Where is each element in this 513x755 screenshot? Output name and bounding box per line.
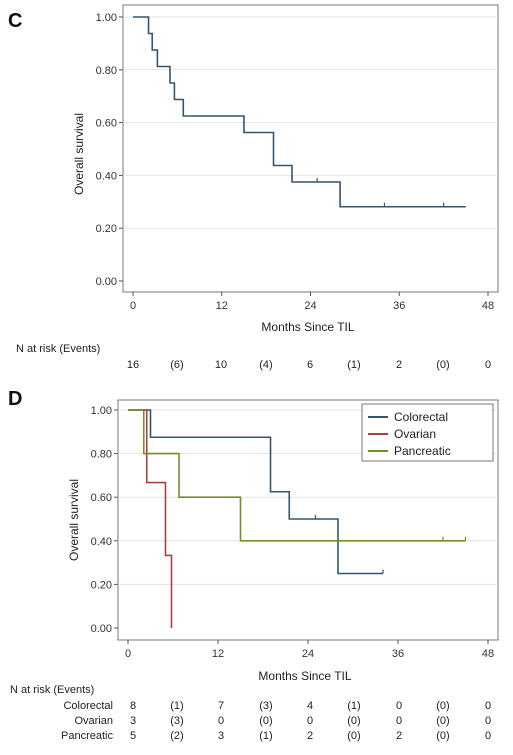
panel-letter: D xyxy=(8,388,22,410)
risk-value: (1) xyxy=(347,359,360,371)
x-tick-label: 36 xyxy=(392,648,404,660)
x-tick-label: 0 xyxy=(125,648,131,660)
risk-value: (0) xyxy=(259,715,272,727)
legend-label: Pancreatic xyxy=(394,444,451,458)
risk-row-label: Ovarian xyxy=(74,715,113,727)
x-tick-label: 48 xyxy=(482,648,494,660)
risk-value: 0 xyxy=(485,700,491,712)
panel-d: D0.000.200.400.600.801.000 12 24 36 48Months… xyxy=(8,388,499,742)
risk-value: (0) xyxy=(347,715,360,727)
risk-value: 0 xyxy=(396,715,402,727)
y-tick-label: 1.00 xyxy=(91,405,112,417)
risk-value: 3 xyxy=(218,730,224,742)
survival-curve-ovarian xyxy=(128,409,173,628)
risk-value: 0 xyxy=(218,715,224,727)
plot-area xyxy=(122,4,499,293)
legend-label: Ovarian xyxy=(394,427,436,441)
risk-value: 0 xyxy=(307,715,313,727)
y-tick-label: 0.00 xyxy=(91,623,112,635)
x-tick-label: 12 xyxy=(212,648,224,660)
y-tick-label: 0.20 xyxy=(96,223,117,235)
risk-value: (6) xyxy=(170,359,183,371)
x-tick-label: 24 xyxy=(304,300,316,312)
x-tick-label: 48 xyxy=(482,300,494,312)
risk-value: (0) xyxy=(436,359,449,371)
risk-row-label: Colorectal xyxy=(63,700,113,712)
y-tick-label: 0.40 xyxy=(91,536,112,548)
risk-value: 2 xyxy=(396,359,402,371)
risk-value: 5 xyxy=(130,730,136,742)
x-axis-label: Months Since TIL xyxy=(261,320,354,334)
x-tick-label: 36 xyxy=(393,300,405,312)
y-tick-label: 1.00 xyxy=(96,12,117,24)
risk-value: (3) xyxy=(259,700,272,712)
y-tick-label: 0.60 xyxy=(91,492,112,504)
risk-value: 6 xyxy=(307,359,313,371)
panel-letter: C xyxy=(8,10,22,32)
survival-curve-colorectal xyxy=(128,409,383,575)
legend: Colorectal Ovarian Pancreatic xyxy=(361,403,494,462)
risk-value: 8 xyxy=(130,700,136,712)
risk-value: (2) xyxy=(170,730,183,742)
risk-value: 7 xyxy=(218,700,224,712)
panel-c: C 0.00 0.20 0.40 0.60 0.80 1.00 0 12 24 36 48 Months… xyxy=(8,4,499,371)
legend-label: Colorectal xyxy=(394,410,448,424)
x-tick-label: 0 xyxy=(130,300,136,312)
y-tick-label: 0.40 xyxy=(96,170,117,182)
y-axis-label: Overall survival xyxy=(67,479,81,561)
risk-table-header: N at risk (Events) xyxy=(10,684,94,696)
risk-value: (4) xyxy=(259,359,272,371)
risk-value: (0) xyxy=(436,715,449,727)
risk-value: 16 xyxy=(127,359,139,371)
risk-row-label: Pancreatic xyxy=(61,730,113,742)
risk-value: (0) xyxy=(436,700,449,712)
risk-table: N at risk (Events) 16 (6) 10 (4) 6 (1) 2 (0) 0 xyxy=(16,343,491,371)
risk-value: (1) xyxy=(347,700,360,712)
risk-value: 3 xyxy=(130,715,136,727)
risk-value: 0 xyxy=(396,700,402,712)
risk-value: (1) xyxy=(170,700,183,712)
risk-value: (0) xyxy=(347,730,360,742)
risk-value: 0 xyxy=(485,715,491,727)
y-tick-label: 0.20 xyxy=(91,579,112,591)
survival-curve-pancreatic xyxy=(128,409,466,542)
risk-table: N at risk (Events) Colorectal 8 (1) 7 (3) 4 (1)… xyxy=(10,684,491,742)
x-tick-label: 12 xyxy=(216,300,228,312)
y-tick-label: 0.80 xyxy=(91,449,112,461)
x-axis-label: Months Since TIL xyxy=(258,669,351,683)
x-tick-label: 24 xyxy=(302,648,314,660)
risk-value: 0 xyxy=(485,730,491,742)
risk-value: (3) xyxy=(170,715,183,727)
risk-value: 4 xyxy=(307,700,313,712)
y-tick-label: 0.60 xyxy=(96,118,117,130)
risk-value: 0 xyxy=(485,359,491,371)
risk-value: (0) xyxy=(436,730,449,742)
y-tick-label: 0.00 xyxy=(96,276,117,288)
risk-table-header: N at risk (Events) xyxy=(16,343,100,355)
risk-value: 10 xyxy=(215,359,227,371)
y-tick-label: 0.80 xyxy=(96,65,117,77)
risk-value: 2 xyxy=(307,730,313,742)
y-axis-label: Overall survival xyxy=(72,113,86,195)
risk-value: (1) xyxy=(259,730,272,742)
survival-curve-overall xyxy=(133,16,466,208)
risk-value: 2 xyxy=(396,730,402,742)
